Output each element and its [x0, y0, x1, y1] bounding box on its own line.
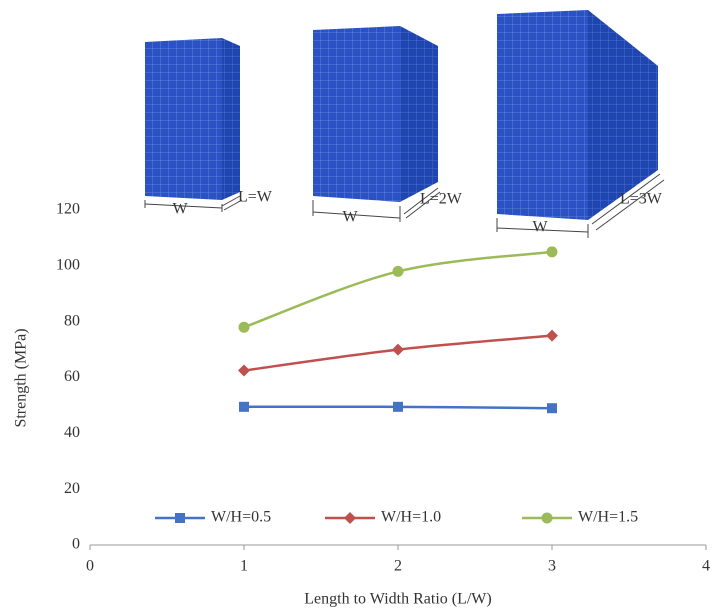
marker — [393, 266, 404, 277]
x-tick-label: 1 — [240, 558, 248, 575]
dimension-label: L=2W — [420, 191, 463, 208]
y-tick-label: 80 — [64, 312, 80, 329]
illustration: W L=W W L=2W W L=3W — [145, 10, 664, 238]
block-front — [145, 38, 222, 200]
dimension-label: L=W — [238, 189, 273, 206]
legend-label: W/H=1.5 — [578, 509, 638, 526]
legend-label: W/H=0.5 — [211, 509, 271, 526]
y-tick-label: 120 — [56, 201, 80, 218]
marker — [239, 402, 249, 412]
marker — [547, 403, 557, 413]
y-tick-label: 20 — [64, 480, 80, 497]
marker — [238, 365, 250, 377]
block-front — [497, 10, 588, 220]
block-front — [313, 26, 400, 202]
y-tick-label: 60 — [64, 368, 80, 385]
block-side — [222, 38, 240, 200]
y-axis-title: Strength (MPa) — [13, 328, 30, 427]
x-tick-label: 0 — [86, 558, 94, 575]
dimension-label: W — [532, 219, 548, 236]
chart: W L=W W L=2W W L=3W Strength (MPa) Lengt… — [0, 0, 712, 612]
block-side — [400, 26, 438, 202]
x-tick-label: 2 — [394, 558, 402, 575]
marker — [393, 402, 403, 412]
block-side — [588, 10, 658, 220]
marker — [392, 344, 404, 356]
legend-label: W/H=1.0 — [381, 509, 441, 526]
dimension-label: W — [342, 209, 358, 226]
marker — [547, 246, 558, 257]
y-tick-label: 40 — [64, 424, 80, 441]
dimension-label: L=3W — [620, 191, 663, 208]
y-tick-label: 0 — [72, 536, 80, 553]
marker — [546, 330, 558, 342]
x-axis-title: Length to Width Ratio (L/W) — [304, 591, 491, 608]
series-line — [244, 252, 552, 327]
dimension-label: W — [172, 201, 188, 218]
marker — [175, 513, 185, 523]
x-tick-label: 3 — [548, 558, 556, 575]
y-tick-label: 100 — [56, 257, 80, 274]
marker — [239, 322, 250, 333]
x-tick-label: 4 — [702, 558, 710, 575]
marker — [344, 512, 356, 524]
marker — [542, 513, 553, 524]
